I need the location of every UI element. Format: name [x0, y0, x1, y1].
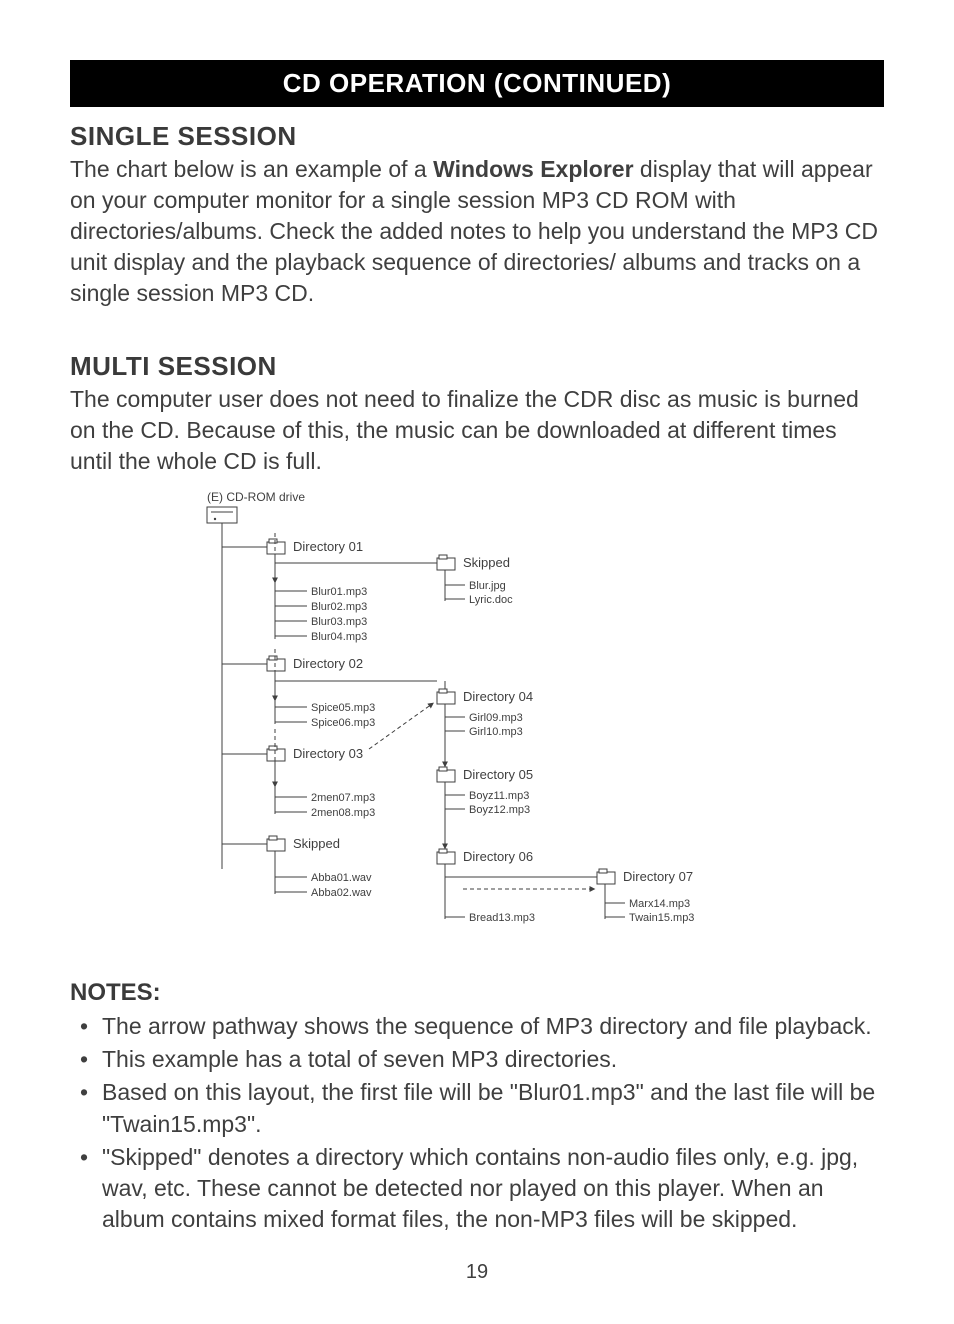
- single-session-paragraph: The chart below is an example of a Windo…: [70, 154, 884, 309]
- dir06-file0: Bread13.mp3: [469, 912, 535, 924]
- single-para-prefix: The chart below is an example of a: [70, 156, 433, 182]
- skipped2-file1: Abba02.wav: [311, 887, 372, 899]
- dir07-label: Directory 07: [623, 869, 693, 884]
- dir01-label: Directory 01: [293, 539, 363, 554]
- single-session-heading: SINGLE SESSION: [70, 121, 884, 152]
- root-label: (E) CD-ROM drive: [207, 490, 305, 504]
- notes-item: Based on this layout, the first file wil…: [70, 1077, 884, 1139]
- skipped1-file0: Blur.jpg: [469, 580, 506, 592]
- dir03-label: Directory 03: [293, 746, 363, 761]
- notes-heading: NOTES:: [70, 979, 884, 1007]
- dir05-file1: Boyz12.mp3: [469, 804, 530, 816]
- dir05-file0: Boyz11.mp3: [469, 790, 529, 802]
- dir06-label: Directory 06: [463, 849, 533, 864]
- skipped2-file0: Abba01.wav: [311, 872, 372, 884]
- notes-item: This example has a total of seven MP3 di…: [70, 1044, 884, 1075]
- multi-session-paragraph: The computer user does not need to final…: [70, 384, 884, 477]
- dir03-file0: 2men07.mp3: [311, 792, 375, 804]
- dir04-file1: Girl10.mp3: [469, 726, 523, 738]
- dir01-file2: Blur03.mp3: [311, 616, 367, 628]
- directory-tree-diagram: .ln { stroke:#3f3f3f; stroke-width:1; fi…: [197, 489, 757, 969]
- skipped1-file1: Lyric.doc: [469, 594, 513, 606]
- dir07-file1: Twain15.mp3: [629, 912, 694, 924]
- dir02-file1: Spice06.mp3: [311, 717, 375, 729]
- single-para-bold: Windows Explorer: [433, 156, 633, 182]
- page-header-bar: CD OPERATION (CONTINUED): [70, 60, 884, 107]
- multi-session-heading: MULTI SESSION: [70, 351, 884, 382]
- dir01-file1: Blur02.mp3: [311, 601, 367, 613]
- dir05-label: Directory 05: [463, 767, 533, 782]
- dir04-file0: Girl09.mp3: [469, 712, 523, 724]
- dir03-file1: 2men08.mp3: [311, 807, 375, 819]
- dir02-label: Directory 02: [293, 656, 363, 671]
- dir07-file0: Marx14.mp3: [629, 898, 690, 910]
- skipped2-label: Skipped: [293, 836, 340, 851]
- dir01-file3: Blur04.mp3: [311, 631, 367, 643]
- dir02-file0: Spice05.mp3: [311, 702, 375, 714]
- notes-item: "Skipped" denotes a directory which cont…: [70, 1142, 884, 1235]
- dir04-label: Directory 04: [463, 689, 533, 704]
- notes-item: The arrow pathway shows the sequence of …: [70, 1011, 884, 1042]
- page-number: 19: [70, 1261, 884, 1284]
- notes-list: The arrow pathway shows the sequence of …: [70, 1011, 884, 1234]
- dir01-file0: Blur01.mp3: [311, 586, 367, 598]
- skipped1-label: Skipped: [463, 555, 510, 570]
